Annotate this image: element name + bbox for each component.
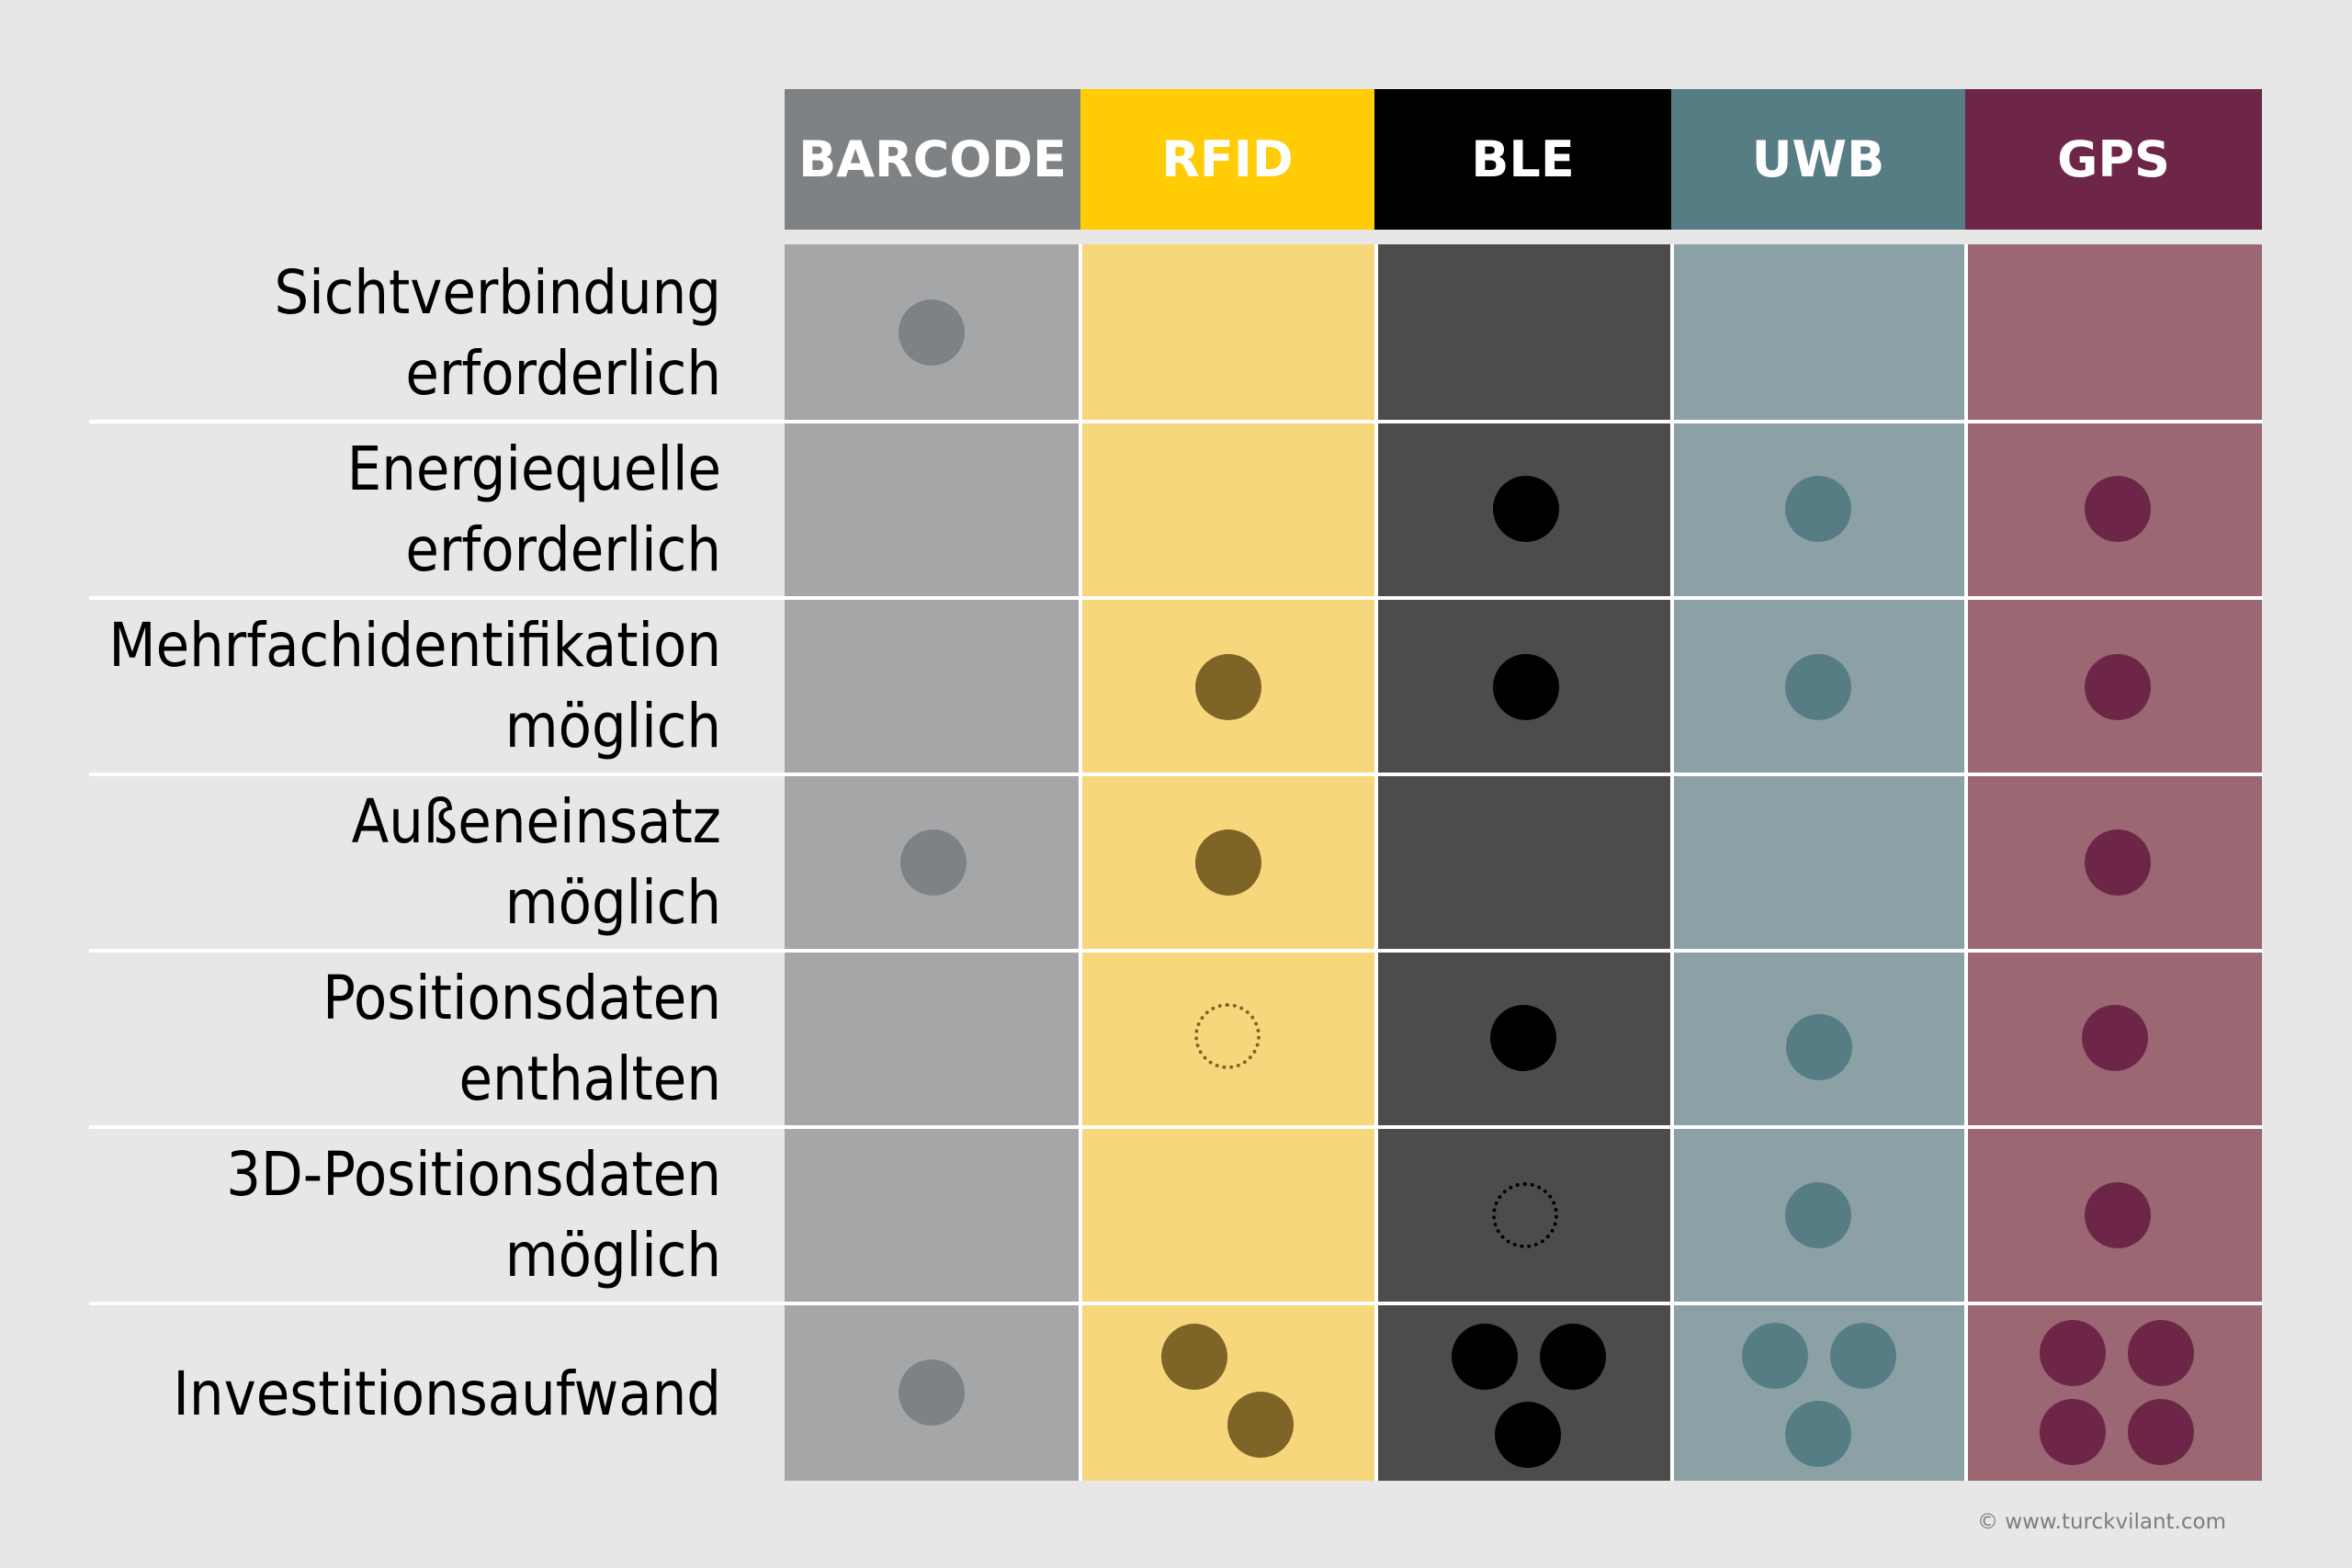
filled-dot-icon: [1452, 1324, 1518, 1390]
dotted-circle-icon: [1492, 1182, 1558, 1248]
filled-dot-icon: [2040, 1320, 2106, 1386]
filled-dot-icon: [900, 829, 967, 896]
filled-dot-icon: [1495, 1402, 1561, 1468]
column-uwb-body: [1671, 244, 1965, 1481]
filled-dot-icon: [2085, 829, 2151, 896]
filled-dot-icon: [1742, 1323, 1808, 1389]
label-line: Sichtverbindung: [274, 257, 721, 328]
filled-dot-icon: [1786, 1014, 1852, 1080]
label-line: enthalten: [458, 1043, 721, 1114]
label-line: Energiequelle: [346, 434, 721, 504]
filled-dot-icon: [1195, 829, 1261, 896]
label-line: Außeneinsatz: [351, 786, 721, 857]
filled-dot-icon: [2128, 1320, 2194, 1386]
row-label-outdoor-use: Außeneinsatz möglich: [106, 782, 721, 943]
label-line: möglich: [504, 867, 721, 938]
row-label-investment: Investitionsaufwand: [106, 1354, 722, 1435]
row-label-power-source: Energiequelle erforderlich: [106, 429, 721, 591]
row-divider: [89, 773, 2263, 776]
label-line: Investitionsaufwand: [173, 1359, 722, 1429]
label-line: 3D-Positionsdaten: [226, 1139, 721, 1210]
filled-dot-icon: [2085, 654, 2151, 720]
row-divider: [89, 1302, 2263, 1305]
filled-dot-icon: [2040, 1399, 2106, 1465]
header-ble: BLE: [1374, 89, 1671, 230]
copyright-text: © www.turckvilant.com: [1977, 1510, 2226, 1534]
filled-dot-icon: [1785, 476, 1851, 542]
row-label-line-of-sight: Sichtverbindung erforderlich: [106, 253, 721, 414]
label-line: möglich: [504, 691, 721, 761]
row-divider: [89, 420, 2263, 423]
filled-dot-icon: [1493, 476, 1559, 542]
label-line: möglich: [504, 1220, 721, 1291]
filled-dot-icon: [1493, 654, 1559, 720]
column-divider: [1670, 244, 1674, 1481]
row-divider: [89, 949, 2263, 953]
filled-dot-icon: [1195, 654, 1261, 720]
header-uwb: UWB: [1671, 89, 1965, 230]
filled-dot-icon: [1227, 1392, 1294, 1458]
label-line: Mehrfachidentifikation: [108, 610, 721, 681]
label-line: erforderlich: [405, 338, 721, 409]
label-line: erforderlich: [405, 514, 721, 585]
row-label-position-data: Positionsdaten enthalten: [106, 958, 721, 1120]
row-label-3d-position: 3D-Positionsdaten möglich: [106, 1134, 721, 1296]
filled-dot-icon: [2128, 1399, 2194, 1465]
filled-dot-icon: [1830, 1323, 1896, 1389]
filled-dot-icon: [899, 1359, 965, 1426]
filled-dot-icon: [2085, 1182, 2151, 1248]
header-gps: GPS: [1965, 89, 2262, 230]
filled-dot-icon: [1785, 1401, 1851, 1467]
filled-dot-icon: [2082, 1005, 2148, 1071]
row-divider: [89, 596, 2263, 600]
header-rfid: RFID: [1080, 89, 1374, 230]
header-barcode: BARCODE: [785, 89, 1080, 230]
filled-dot-icon: [1161, 1324, 1227, 1390]
row-label-multi-identification: Mehrfachidentifikation möglich: [106, 605, 721, 767]
row-divider: [89, 1125, 2263, 1129]
filled-dot-icon: [1785, 654, 1851, 720]
label-line: Positionsdaten: [322, 963, 721, 1033]
column-divider: [1079, 244, 1082, 1481]
dotted-circle-icon: [1194, 1003, 1261, 1069]
filled-dot-icon: [2085, 476, 2151, 542]
column-ble-body: [1374, 244, 1671, 1481]
filled-dot-icon: [1540, 1324, 1606, 1390]
filled-dot-icon: [1785, 1182, 1851, 1248]
column-divider: [1964, 244, 1968, 1481]
filled-dot-icon: [1490, 1005, 1556, 1071]
filled-dot-icon: [899, 299, 965, 366]
column-divider: [1374, 244, 1378, 1481]
